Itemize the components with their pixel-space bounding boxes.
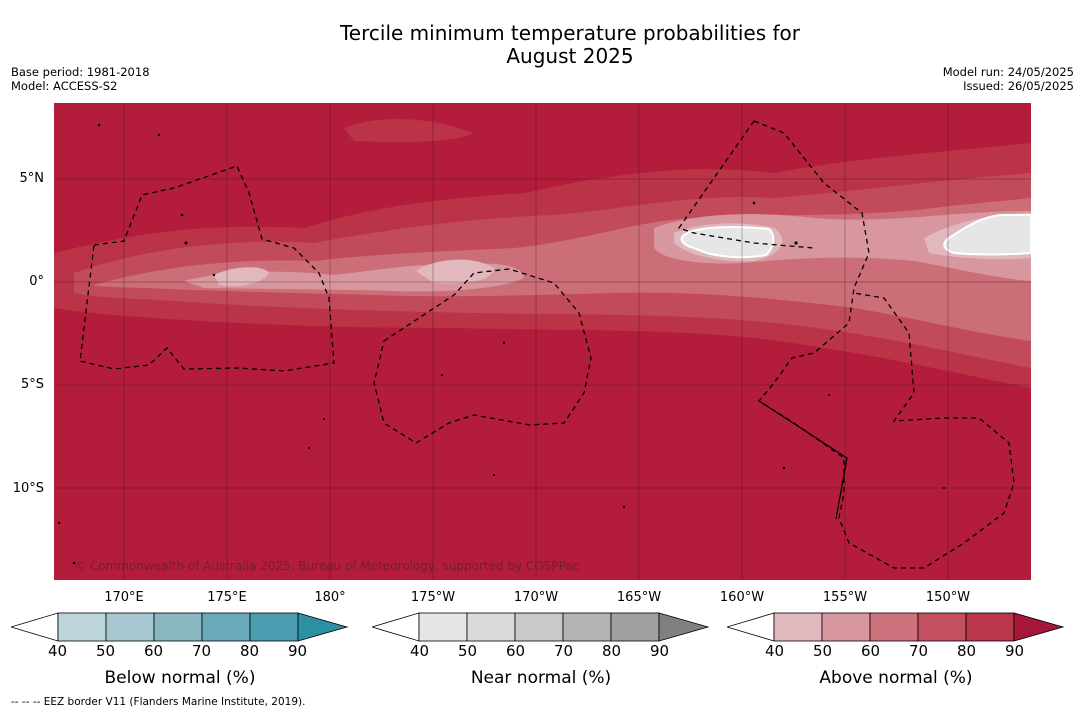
near-normal-patch-2 <box>943 214 1031 256</box>
colorbar-swatch <box>869 612 919 642</box>
colorbar-below-extend-high <box>297 612 349 642</box>
islands <box>57 123 945 565</box>
lat-label-5s: 5°S <box>20 377 44 392</box>
title-line-1: Tercile minimum temperature probabilitie… <box>339 21 801 45</box>
eez-borders <box>79 120 1015 569</box>
colorbar-above-extend-low <box>725 612 775 642</box>
colorbar-swatch <box>821 612 871 642</box>
above-80-patch <box>344 118 474 143</box>
tick: 60 <box>144 642 164 660</box>
map-panel[interactable]: © Commonwealth of Australia 2025, Bureau… <box>54 103 1031 580</box>
model-run: Model run: 24/05/2025 <box>942 65 1074 79</box>
map-title: Tercile minimum temperature probabilitie… <box>270 22 870 68</box>
colorbar-below-extend-low <box>9 612 59 642</box>
meta-left: Base period: 1981-2018 Model: ACCESS-S2 <box>11 65 150 93</box>
lon-label-165w: 165°W <box>616 590 662 605</box>
colorbar-swatch <box>965 612 1015 642</box>
above-40-patch-west <box>214 267 269 287</box>
lon-label-170w: 170°W <box>513 590 559 605</box>
boundary-solid <box>758 400 848 520</box>
tick: 60 <box>506 642 526 660</box>
tick: 80 <box>602 642 622 660</box>
tick: 50 <box>813 642 833 660</box>
tick: 70 <box>909 642 929 660</box>
colorbar-above-extend-high <box>1013 612 1065 642</box>
eez-border-east <box>753 120 1015 569</box>
colorbar-above-swatches <box>773 612 1015 642</box>
lon-label-175e: 175°E <box>207 590 247 605</box>
colorbar-below-svg <box>9 612 349 642</box>
base-period: Base period: 1981-2018 <box>11 65 150 79</box>
tick: 40 <box>48 642 68 660</box>
colorbar-below-title: Below normal (%) <box>104 668 256 688</box>
lon-label-155w: 155°W <box>822 590 868 605</box>
colorbar-above-title: Above normal (%) <box>819 668 973 688</box>
lat-label-10s: 10°S <box>12 481 44 496</box>
probability-map[interactable]: © Commonwealth of Australia 2025, Bureau… <box>54 103 1031 580</box>
colorbar-swatch <box>610 612 660 642</box>
model-name: Model: ACCESS-S2 <box>11 79 118 93</box>
above-40-patch-central <box>416 259 494 284</box>
tick: 80 <box>957 642 977 660</box>
colorbar-swatch <box>57 612 107 642</box>
colorbar-near-title: Near normal (%) <box>470 668 612 688</box>
tick: 40 <box>765 642 785 660</box>
colorbar-swatch <box>201 612 251 642</box>
colorbar-near-extend-low <box>370 612 420 642</box>
footnote-eez-legend: -- -- -- EEZ border V11 (Flanders Marine… <box>11 696 306 708</box>
tick: 40 <box>410 642 430 660</box>
colorbar-swatch <box>418 612 468 642</box>
eez-border-east-north <box>677 120 815 249</box>
lon-label-180: 180° <box>314 590 346 605</box>
tick: 90 <box>1005 642 1025 660</box>
lon-label-150w: 150°W <box>925 590 971 605</box>
colorbar-swatch <box>153 612 203 642</box>
copyright-notice: © Commonwealth of Australia 2025, Bureau… <box>74 559 579 573</box>
tick: 70 <box>192 642 212 660</box>
title-line-2: August 2025 <box>506 44 634 68</box>
lon-label-160w: 160°W <box>719 590 765 605</box>
colorbar-near-normal <box>370 612 710 646</box>
eez-border-central <box>373 268 592 444</box>
colorbar-above-normal <box>725 612 1065 646</box>
colorbar-swatch <box>249 612 299 642</box>
tick: 50 <box>458 642 478 660</box>
colorbar-near-extend-high <box>658 612 710 642</box>
graticule <box>54 103 1031 580</box>
tick: 70 <box>554 642 574 660</box>
colorbar-swatch <box>105 612 155 642</box>
issued-date: Issued: 26/05/2025 <box>963 79 1074 93</box>
tick: 60 <box>861 642 881 660</box>
colorbar-swatch <box>562 612 612 642</box>
colorbar-below-normal <box>9 612 349 646</box>
lat-label-0: 0° <box>29 274 44 289</box>
tick: 90 <box>288 642 308 660</box>
colorbar-swatch <box>773 612 823 642</box>
lon-label-170e: 170°E <box>104 590 144 605</box>
colorbar-near-swatches <box>418 612 660 642</box>
colorbar-near-svg <box>370 612 710 642</box>
colorbar-swatch <box>514 612 564 642</box>
tick: 50 <box>96 642 116 660</box>
colorbar-swatch <box>917 612 967 642</box>
tick: 80 <box>240 642 260 660</box>
eez-border-west <box>79 165 335 372</box>
lat-label-5n: 5°N <box>19 171 45 186</box>
meta-right: Model run: 24/05/2025 Issued: 26/05/2025 <box>943 65 1074 93</box>
colorbar-below-swatches <box>57 612 299 642</box>
colorbar-swatch <box>466 612 516 642</box>
lon-label-175w: 175°W <box>410 590 456 605</box>
colorbar-above-svg <box>725 612 1065 642</box>
tick: 90 <box>650 642 670 660</box>
